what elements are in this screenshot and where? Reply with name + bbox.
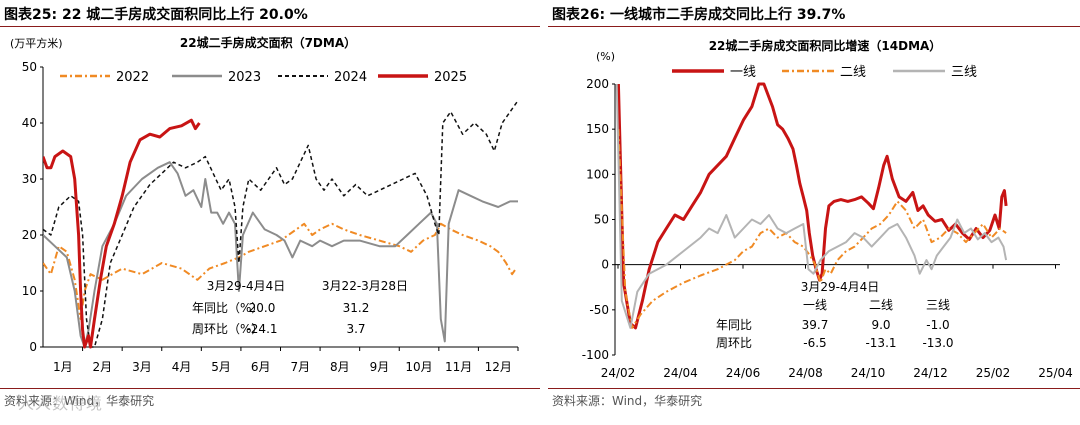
x-tick-label: 2月 <box>93 360 113 374</box>
legend-label: 三线 <box>951 65 977 80</box>
legend-label: 2022 <box>116 70 149 85</box>
annotation-row-label: 周环比（%） <box>192 322 263 336</box>
figure-title: 图表26: 一线城市二手房成交同比上行 39.7% <box>552 7 846 23</box>
x-tick-label: 4月 <box>172 360 192 374</box>
x-tick-label: 7月 <box>290 360 310 374</box>
annotation-value: 39.7 <box>802 318 829 332</box>
x-tick-label: 25/02 <box>976 366 1011 380</box>
x-tick-label: 24/12 <box>913 366 948 380</box>
legend-label: 二线 <box>840 65 866 80</box>
legend-label: 2024 <box>334 70 367 85</box>
annotation-value: -13.1 <box>865 336 896 350</box>
y-axis-unit: (万平方米) <box>10 36 63 50</box>
y-tick-label: 0 <box>601 258 609 272</box>
series-line-0 <box>616 82 1008 330</box>
y-tick-label: 150 <box>586 122 609 136</box>
x-tick-label: 24/06 <box>726 366 761 380</box>
source-note: 资料来源：Wind，华泰研究 <box>552 394 703 408</box>
annotation-value: 31.2 <box>343 301 370 315</box>
y-tick-label: 100 <box>586 167 609 181</box>
x-tick-label: 11月 <box>445 360 472 374</box>
legend-label: 2025 <box>434 70 467 85</box>
annotation-header: 3月22-3月28日 <box>322 279 408 293</box>
y-tick-label: 30 <box>22 172 37 186</box>
x-tick-label: 25/04 <box>1038 366 1073 380</box>
annotation-value: 9.0 <box>871 318 890 332</box>
x-tick-label: 24/04 <box>663 366 698 380</box>
annotation-header: 3月29-4月4日 <box>207 279 286 293</box>
y-tick-label: 40 <box>22 116 37 130</box>
annotation-value: 3.7 <box>346 322 365 336</box>
series-line-2 <box>43 99 518 348</box>
x-tick-label: 6月 <box>251 360 271 374</box>
x-tick-label: 10月 <box>405 360 432 374</box>
annotation-row-label: 周环比 <box>716 336 752 350</box>
chart-right: 22城二手房成交面积同比增速（14DMA） (%) -100 -50 0 50 100 150… <box>582 38 1073 380</box>
x-tick-label: 1月 <box>53 360 73 374</box>
chart-title: 22城二手房成交面积（7DMA） <box>180 35 356 50</box>
bottom-rule <box>548 388 1080 389</box>
annotation-row-label: 年同比 <box>716 318 752 332</box>
y-tick-label: 200 <box>586 77 609 91</box>
series-line-1 <box>43 161 518 348</box>
y-axis-unit: (%) <box>596 50 615 63</box>
annotation-value: -24.1 <box>246 322 277 336</box>
y-tick-label: 50 <box>22 60 37 74</box>
x-tick-label: 12月 <box>485 360 512 374</box>
y-tick-label: -100 <box>582 348 609 362</box>
y-tick-label: -50 <box>589 303 609 317</box>
legend-label: 2023 <box>228 70 261 85</box>
chart-left: 22城二手房成交面积（7DMA） (万平方米) 0 10 20 30 40 50 1月 2月 3月 4… <box>10 35 519 374</box>
legend-label: 一线 <box>730 65 756 80</box>
annotation-value: -6.5 <box>803 336 826 350</box>
series-line-0 <box>43 222 517 320</box>
x-tick-label: 24/02 <box>601 366 636 380</box>
annotation-value: -13.0 <box>922 336 953 350</box>
annotation-col-header: 一线 <box>803 298 827 312</box>
series-line-1 <box>617 129 1007 329</box>
x-tick-label: 3月 <box>132 360 152 374</box>
title-rule <box>548 26 1080 27</box>
x-tick-label: 5月 <box>211 360 231 374</box>
source-note: 资料来源：Wind，华泰研究 <box>4 394 155 408</box>
x-tick-label: 9月 <box>370 360 390 374</box>
y-tick-label: 50 <box>594 213 609 227</box>
series-line-3 <box>43 118 201 349</box>
annotation-row-label: 年同比（%） <box>192 301 263 315</box>
y-tick-label: 20 <box>22 228 37 242</box>
y-tick-label: 0 <box>29 340 37 354</box>
annotation-value: 20.0 <box>249 301 276 315</box>
chart-title: 22城二手房成交面积同比增速（14DMA） <box>709 38 942 53</box>
chart-panel-left: 图表25: 22 城二手房成交面积同比上行 20.0% 22城二手房成交面积（7… <box>0 7 540 413</box>
x-tick-label: 24/10 <box>851 366 886 380</box>
x-tick-label: 24/08 <box>788 366 823 380</box>
y-tick-label: 10 <box>22 284 37 298</box>
series-line-2 <box>615 83 1008 329</box>
annotation-value: -1.0 <box>926 318 949 332</box>
watermark: 人人数得境 <box>18 394 104 413</box>
bottom-rule <box>0 388 540 389</box>
figure-title: 图表25: 22 城二手房成交面积同比上行 20.0% <box>4 7 308 23</box>
annotation-col-header: 二线 <box>869 298 893 312</box>
title-rule <box>0 26 540 27</box>
chart-panel-right: 图表26: 一线城市二手房成交同比上行 39.7% 22城二手房成交面积同比增速… <box>548 0 1080 425</box>
annotation-col-header: 三线 <box>926 298 950 312</box>
annotation-header: 3月29-4月4日 <box>801 280 880 294</box>
x-tick-label: 8月 <box>330 360 350 374</box>
